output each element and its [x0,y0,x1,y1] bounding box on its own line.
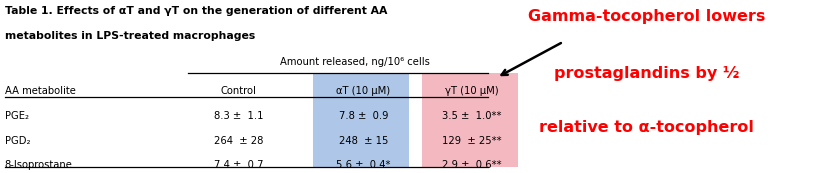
Text: 8-Isoprostane: 8-Isoprostane [5,160,73,170]
Text: prostaglandins by ½: prostaglandins by ½ [554,66,740,81]
Text: γT (10 μM): γT (10 μM) [445,86,498,96]
Text: metabolites in LPS-treated macrophages: metabolites in LPS-treated macrophages [5,31,256,42]
Text: 248  ± 15: 248 ± 15 [339,136,388,146]
Text: PGD₂: PGD₂ [5,136,30,146]
Bar [422,73,518,166]
Text: 2.9 ±  0.6**: 2.9 ± 0.6** [442,160,502,170]
Text: Control: Control [220,86,256,96]
Text: 3.5 ±  1.0**: 3.5 ± 1.0** [442,111,502,121]
Bar [313,73,409,166]
Text: 129  ± 25**: 129 ± 25** [442,136,502,146]
Text: 7.8 ±  0.9: 7.8 ± 0.9 [338,111,388,121]
Text: 8.3 ±  1.1: 8.3 ± 1.1 [214,111,263,121]
Text: αT (10 μM): αT (10 μM) [337,86,391,96]
Text: Table 1. Effects of αT and γT on the generation of different AA: Table 1. Effects of αT and γT on the gen… [5,6,387,16]
Text: 7.4 ±  0.7: 7.4 ± 0.7 [214,160,263,170]
Text: Amount released, ng/10⁶ cells: Amount released, ng/10⁶ cells [280,57,430,67]
Text: 5.6 ±  0.4*: 5.6 ± 0.4* [336,160,391,170]
Text: AA metabolite: AA metabolite [5,86,76,96]
Text: PGE₂: PGE₂ [5,111,29,121]
Text: 264  ± 28: 264 ± 28 [214,136,263,146]
Text: relative to α-tocopherol: relative to α-tocopherol [539,120,754,135]
Text: Gamma-tocopherol lowers: Gamma-tocopherol lowers [528,9,766,24]
